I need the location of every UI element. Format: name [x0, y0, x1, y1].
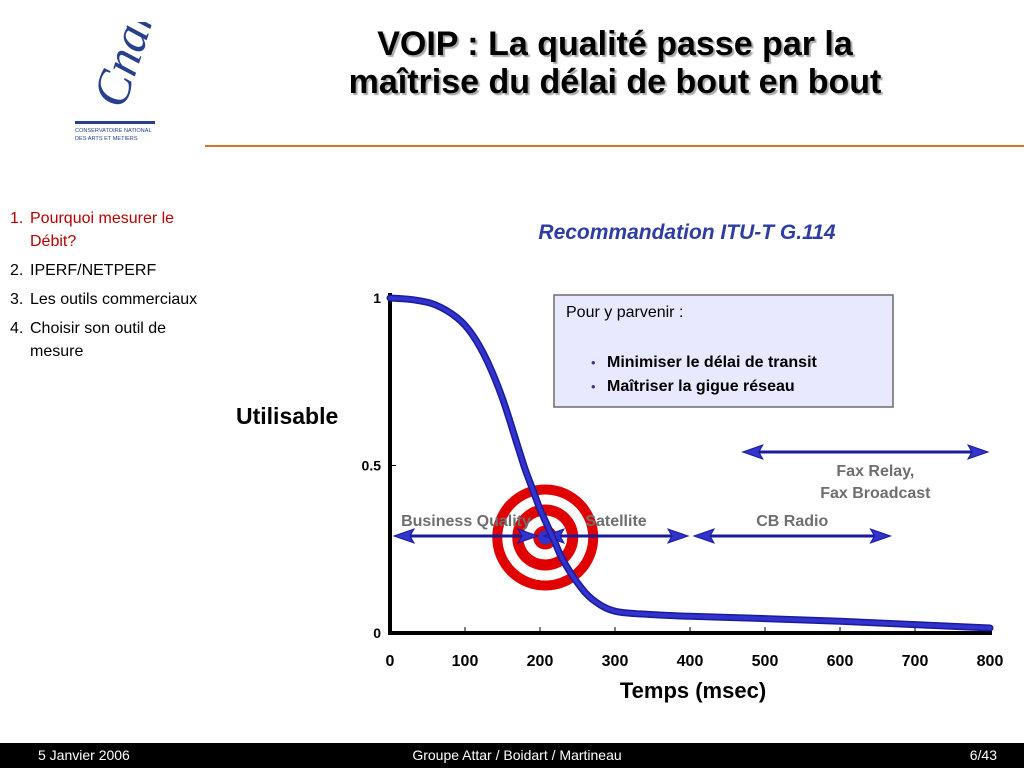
footer-date: 5 Janvier 2006 [38, 747, 130, 763]
annotation-bullet-2: Maîtriser la gigue réseau [607, 378, 795, 395]
x-tick-label: 500 [752, 653, 779, 670]
svg-text:Cnam: Cnam [81, 22, 162, 113]
range-arrow-right-head [966, 444, 990, 460]
x-tick-label: 300 [602, 653, 629, 670]
range-label: Satellite [585, 513, 646, 530]
annotation-heading: Pour y parvenir : [566, 304, 683, 321]
range-label: CB Radio [756, 513, 828, 530]
nav-item-2[interactable]: 2. IPERF/NETPERF [10, 259, 210, 282]
outline-nav: 1. Pourquoi mesurer le Débit? 2. IPERF/NET… [10, 207, 210, 369]
delay-usability-chart: Recommandation ITU-T G.114 Utilisable Te… [236, 221, 1004, 703]
y-tick-label: 0 [373, 625, 381, 641]
nav-item-number: 1. [10, 210, 24, 227]
slide-footer: 5 Janvier 2006 Groupe Attar / Boidart / … [0, 743, 1024, 768]
range-arrow-right-head [869, 528, 893, 544]
usability-curve [386, 294, 994, 632]
x-tick-label: 400 [677, 653, 704, 670]
slide-title-line-1: VOIP : La qualité passe par la [377, 25, 853, 63]
bullet-icon: • [591, 379, 596, 394]
cnam-logo-script: Cnam [81, 22, 162, 113]
range-arrow [741, 444, 990, 460]
annotation-bullet-1: Minimiser le délai de transit [607, 354, 818, 371]
nav-item-1[interactable]: 1. Pourquoi mesurer le Débit? [10, 207, 210, 253]
logo-line-2: DES ARTS ET METIERS [75, 136, 138, 142]
nav-item-4[interactable]: 4. Choisir son outil de mesure [10, 317, 210, 363]
range-arrow-left-head [392, 528, 416, 544]
y-tick-label: 0.5 [362, 458, 382, 474]
footer-page-number: 6/43 [969, 747, 997, 763]
nav-item-number: 4. [10, 320, 24, 337]
footer-authors: Groupe Attar / Boidart / Martineau [412, 747, 622, 763]
range-label: Fax Relay, [836, 463, 914, 480]
range-arrow-right-head [666, 528, 690, 544]
title-divider [205, 145, 1024, 147]
target-icon [492, 484, 599, 591]
range-arrow-right-head [516, 528, 540, 544]
nav-item-label: Les outils commerciaux [30, 291, 198, 308]
slide-title-line-2: maîtrise du délai de bout en bout [348, 63, 882, 101]
range-arrow [392, 528, 540, 544]
x-tick-label: 600 [827, 653, 854, 670]
delay-range-arrows: Business Quality Satellite CB Radio Fax Rel… [392, 444, 990, 544]
nav-item-label: Choisir son outil de mesure [30, 320, 167, 360]
curve-line [388, 296, 992, 630]
x-axis-label: Temps (msec) [620, 678, 766, 703]
range-arrow-left-head [692, 528, 716, 544]
range-label: Fax Broadcast [820, 485, 931, 502]
x-tick-label: 200 [527, 653, 554, 670]
x-tick-label: 100 [452, 653, 479, 670]
nav-item-number: 3. [10, 291, 24, 308]
x-tick-label: 800 [977, 653, 1004, 670]
nav-item-label: IPERF/NETPERF [30, 262, 157, 279]
range-arrow [692, 528, 893, 544]
bullet-icon: • [591, 355, 596, 370]
x-tick-label: 0 [386, 653, 395, 670]
y-axis-label: Utilisable [236, 403, 338, 429]
logo-line-1: CONSERVATOIRE NATIONAL [75, 128, 152, 134]
y-tick-label: 1 [373, 290, 381, 306]
annotation-box: Pour y parvenir : • Minimiser le délai d… [553, 294, 894, 408]
x-tick-label: 700 [902, 653, 929, 670]
cnam-logo: Cnam CONSERVATOIRE NATIONAL DES ARTS ET … [75, 22, 162, 142]
nav-item-label: Pourquoi mesurer le Débit? [30, 210, 175, 250]
chart-axes: 0 100 200 300 400 500 600 700 800 0 0.5 1 [362, 290, 1004, 670]
chart-title: Recommandation ITU-T G.114 [538, 221, 835, 244]
range-label: Business Quality [401, 513, 531, 530]
nav-item-3[interactable]: 3. Les outils commerciaux [10, 288, 210, 311]
range-arrow-left-head [741, 444, 764, 460]
nav-item-number: 2. [10, 262, 24, 279]
